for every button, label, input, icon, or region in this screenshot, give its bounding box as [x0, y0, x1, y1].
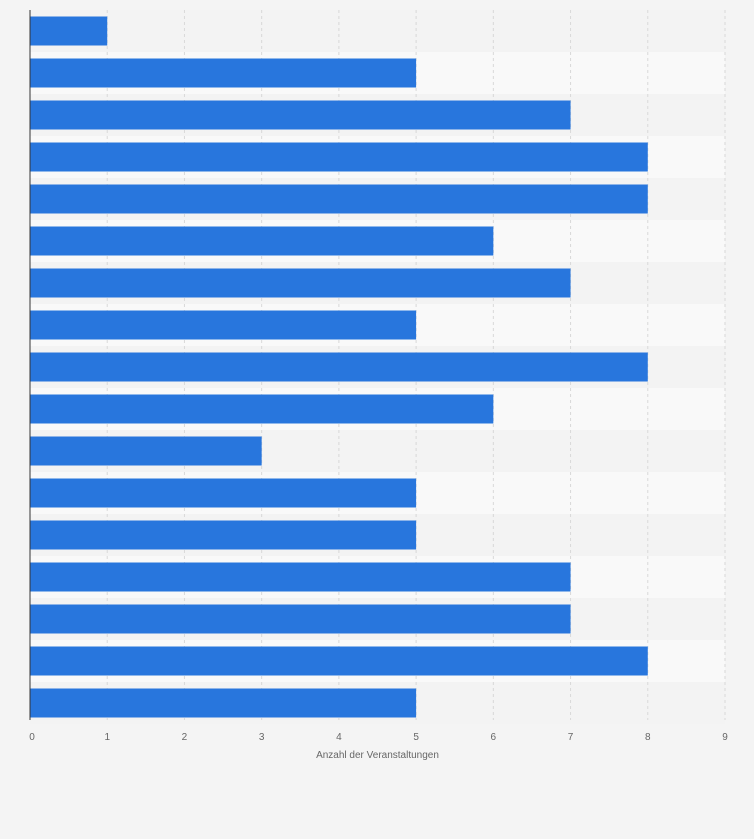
- x-tick-label: 6: [491, 732, 497, 743]
- x-tick-label: 7: [568, 732, 574, 743]
- bar: [30, 310, 417, 340]
- x-tick-label: 9: [722, 732, 728, 743]
- bar: [30, 16, 108, 46]
- x-tick-label: 5: [413, 732, 419, 743]
- bar: [30, 226, 494, 256]
- bars: [30, 16, 648, 718]
- x-tick-labels: 0 1 2 3 4 5 6 7 8 9: [29, 732, 728, 743]
- bar: [30, 520, 417, 550]
- x-axis-title: Anzahl der Veranstaltungen: [316, 750, 439, 761]
- bar: [30, 142, 648, 172]
- bar: [30, 58, 417, 88]
- x-tick-label: 2: [182, 732, 188, 743]
- bar: [30, 604, 571, 634]
- bar: [30, 184, 648, 214]
- bar: [30, 436, 262, 466]
- x-tick-label: 4: [336, 732, 342, 743]
- bar: [30, 646, 648, 676]
- x-tick-label: 1: [104, 732, 110, 743]
- bar: [30, 100, 571, 130]
- x-tick-label: 0: [29, 732, 35, 743]
- x-tick-label: 3: [259, 732, 265, 743]
- row-band: [30, 10, 725, 52]
- bar: [30, 562, 571, 592]
- bar: [30, 268, 571, 298]
- x-tick-label: 8: [645, 732, 651, 743]
- bar: [30, 478, 417, 508]
- bar: [30, 394, 494, 424]
- bar: [30, 688, 417, 718]
- bar: [30, 352, 648, 382]
